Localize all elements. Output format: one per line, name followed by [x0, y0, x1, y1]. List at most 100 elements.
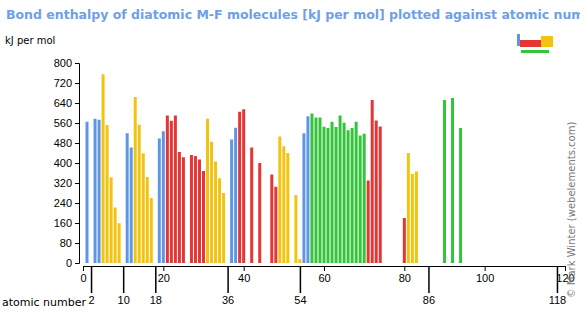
bar — [367, 181, 370, 264]
bar — [222, 193, 225, 263]
bar — [310, 114, 313, 264]
x2-tick-mark — [123, 266, 125, 293]
bar — [323, 127, 326, 263]
x2-tick: 36 — [222, 266, 234, 306]
bar — [110, 177, 113, 263]
x-axis: 020406080100120 — [80, 266, 574, 284]
x-tick-label: 60 — [318, 272, 330, 284]
legend-icon — [517, 34, 553, 53]
y-tick: 80 — [60, 237, 79, 249]
x-tick-label: 80 — [399, 272, 411, 284]
y-tick: 560 — [54, 117, 79, 129]
bar — [134, 97, 137, 263]
bar — [242, 109, 245, 263]
y-tick: 160 — [54, 217, 79, 229]
bar — [415, 172, 418, 264]
bar — [274, 187, 277, 263]
chart: Bond enthalpy of diatomic M-F molecules … — [0, 0, 580, 315]
y-tick: 720 — [54, 77, 79, 89]
bar — [94, 119, 97, 263]
bar — [146, 177, 149, 263]
bar — [343, 123, 346, 263]
bar — [218, 178, 221, 263]
bar — [459, 128, 462, 263]
bar — [166, 116, 169, 264]
y-tick-label: 800 — [54, 57, 72, 69]
x2-tick-label: 86 — [423, 294, 435, 306]
bar — [347, 130, 350, 263]
bar — [258, 163, 261, 263]
y-tick-label: 160 — [54, 217, 72, 229]
copyright: © Mark Winter (webelements.com) — [566, 122, 577, 299]
x-tick: 60 — [318, 266, 330, 284]
y-tick-mark — [75, 63, 79, 64]
bar — [331, 122, 334, 263]
x-axis-label: atomic number — [2, 296, 87, 309]
bar — [270, 175, 273, 264]
bar — [174, 116, 177, 264]
x2-tick: 86 — [423, 266, 435, 306]
bar — [250, 148, 253, 264]
bar — [351, 128, 354, 263]
y-tick-label: 480 — [54, 137, 72, 149]
x2-tick-mark — [227, 266, 229, 293]
bar — [202, 171, 205, 263]
bar — [359, 136, 362, 264]
bar — [238, 112, 241, 263]
title: Bond enthalpy of diatomic M-F molecules … — [6, 7, 580, 22]
bar — [214, 162, 217, 264]
icon-part — [517, 34, 520, 46]
bar — [339, 116, 342, 264]
bar — [407, 153, 410, 263]
y-tick: 400 — [54, 157, 79, 169]
x2-tick-label: 18 — [150, 294, 162, 306]
y-tick: 800 — [54, 57, 79, 69]
x2-tick-label: 2 — [88, 294, 94, 306]
y-tick: 640 — [54, 97, 79, 109]
bar — [98, 120, 101, 263]
bar — [170, 121, 173, 263]
y-tick-label: 80 — [60, 237, 72, 249]
y-tick-label: 240 — [54, 197, 72, 209]
icon-part — [521, 50, 549, 53]
bar — [306, 116, 309, 263]
y-tick-label: 0 — [66, 257, 72, 269]
bar — [451, 98, 454, 263]
x2-tick: 10 — [118, 266, 130, 306]
x2-tick-mark — [155, 266, 157, 293]
bar — [371, 100, 374, 263]
x2-tick: 118 — [549, 266, 567, 306]
y-tick-label: 400 — [54, 157, 72, 169]
x2-tick-mark — [557, 266, 559, 293]
x-tick: 40 — [238, 266, 250, 284]
bar — [282, 146, 285, 263]
y-tick-label: 320 — [54, 177, 72, 189]
y-tick-mark — [75, 123, 79, 124]
bar — [294, 195, 297, 263]
bar — [230, 140, 233, 264]
y-tick-mark — [75, 103, 79, 104]
y-tick: 0 — [66, 257, 79, 269]
x2-tick-mark — [428, 266, 430, 293]
bar — [278, 137, 281, 264]
bar — [118, 223, 121, 263]
bar — [379, 127, 382, 264]
x-tick: 100 — [476, 266, 494, 284]
x2-tick: 18 — [150, 266, 162, 306]
bar — [375, 121, 378, 264]
x-tick-label: 40 — [238, 272, 250, 284]
bar — [178, 152, 181, 263]
x2-tick-label: 54 — [294, 294, 306, 306]
y-tick: 480 — [54, 137, 79, 149]
bar — [158, 139, 161, 264]
x-tick: 80 — [399, 266, 411, 284]
x-tick-label: 0 — [80, 272, 86, 284]
x2-tick: 2 — [88, 266, 94, 306]
bar — [86, 122, 89, 263]
bar — [126, 133, 129, 263]
y-axis: 0 80 160 240 320 400 480 560 640 720 800 — [54, 57, 80, 269]
y-tick-mark — [75, 263, 79, 264]
x2-axis: 2 10 18 36 54 86 118 — [84, 266, 567, 306]
x2-tick-label: 36 — [222, 294, 234, 306]
y-tick-mark — [75, 203, 79, 204]
